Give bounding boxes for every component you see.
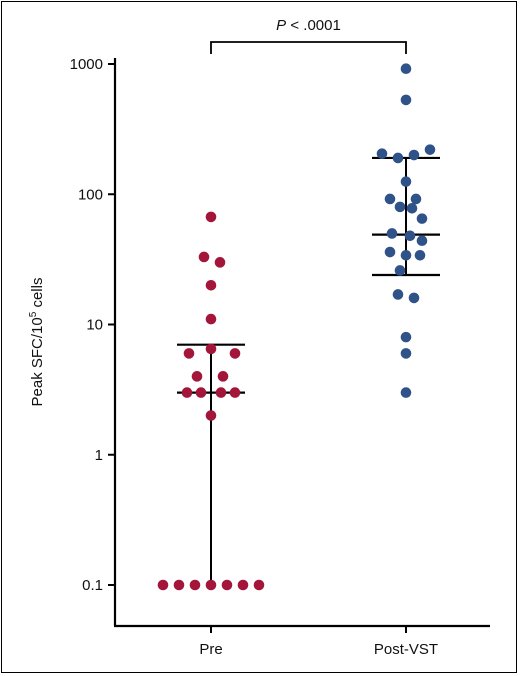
data-point [386, 228, 398, 239]
y-axis-title-sup: 5 [28, 311, 39, 317]
data-point [221, 579, 233, 591]
significance-bracket [210, 41, 407, 54]
data-point [416, 213, 428, 224]
data-point [214, 257, 226, 268]
data-point [410, 193, 422, 205]
data-point [394, 201, 406, 213]
data-point [229, 348, 241, 359]
y-tick-label: 0.1 [82, 577, 103, 594]
data-point [173, 579, 185, 591]
y-tick-label: 1000 [70, 56, 103, 73]
data-point [217, 371, 229, 382]
data-point [384, 193, 396, 205]
data-point [205, 211, 217, 223]
data-point [400, 387, 412, 398]
y-axis-title: Peak SFC/105 cells [28, 278, 46, 407]
data-points [157, 63, 436, 591]
data-point [191, 371, 203, 382]
data-point [400, 63, 412, 75]
data-point [394, 265, 406, 276]
p-value-label: P < .0001 [276, 17, 341, 34]
data-point [392, 152, 404, 164]
data-point [416, 235, 428, 246]
data-point [205, 279, 217, 291]
data-point [157, 579, 169, 591]
axes: 1000 100 10 1 0.1 Pre Post-VST Peak SFC/105 cel… [28, 56, 490, 658]
data-point [195, 387, 207, 398]
data-point [414, 249, 426, 261]
data-point [237, 579, 249, 591]
y-axis-title-tail: cells [29, 278, 46, 312]
p-value-text: < .0001 [286, 17, 341, 34]
data-point [408, 149, 420, 161]
y-tick-label: 10 [86, 317, 103, 334]
data-point [400, 348, 412, 359]
data-point [400, 331, 412, 343]
error-bars [177, 156, 440, 585]
data-point [198, 251, 210, 263]
data-point [376, 148, 388, 159]
data-point [205, 410, 217, 421]
data-point [205, 313, 217, 325]
data-point [400, 94, 412, 106]
p-value-symbol: P [276, 17, 286, 34]
data-point [400, 176, 412, 187]
x-tick-label: Post-VST [374, 641, 438, 658]
data-point [424, 144, 436, 155]
x-tick-label: Pre [199, 641, 222, 658]
data-point [205, 579, 217, 591]
y-tick-label: 100 [78, 186, 103, 203]
data-point [229, 387, 241, 398]
data-point [215, 387, 227, 398]
significance-annotation: P < .0001 [210, 17, 407, 54]
data-point [181, 387, 193, 398]
y-tick-label: 1 [95, 447, 103, 464]
data-point [189, 579, 201, 591]
data-point [205, 343, 217, 355]
data-point [384, 246, 396, 258]
data-point [404, 230, 416, 242]
data-point [392, 289, 404, 300]
data-point [400, 249, 412, 261]
data-point [253, 579, 265, 591]
data-point [406, 203, 418, 214]
data-point [183, 348, 195, 359]
data-point [408, 292, 420, 304]
y-axis-title-main: Peak SFC/10 [29, 317, 46, 406]
